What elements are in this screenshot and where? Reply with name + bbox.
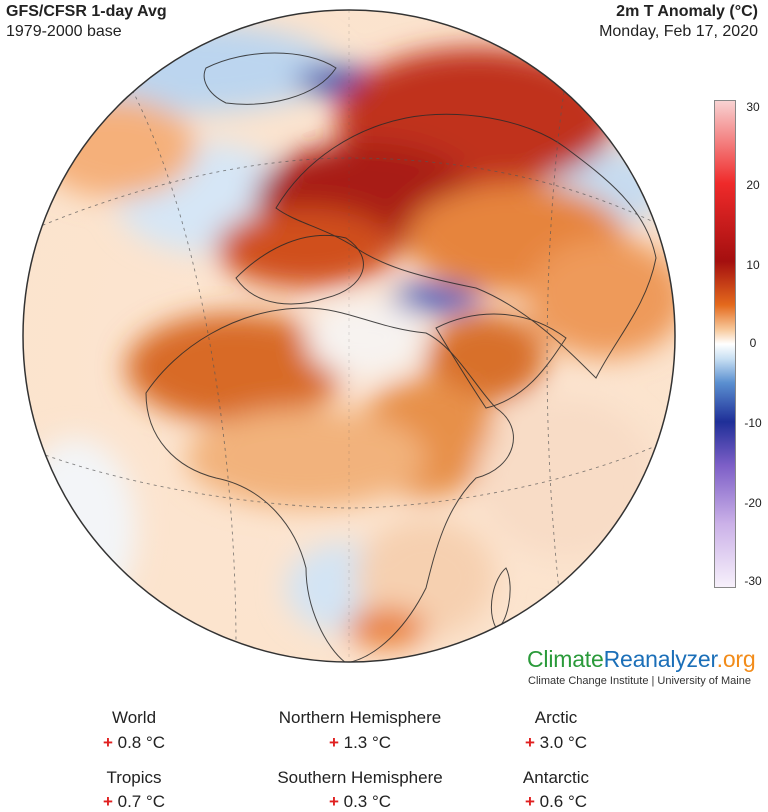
baseline-label: 1979-2000 base bbox=[6, 23, 122, 40]
stat-value-antarctic: + 0.6 °C bbox=[524, 792, 588, 811]
anomaly-globe bbox=[22, 9, 676, 663]
stat-value-tropics: + 0.7 °C bbox=[102, 792, 166, 811]
stat-value-sh: + 0.3 °C bbox=[328, 792, 392, 811]
logo-part: Climate bbox=[527, 646, 604, 672]
color-scale-bar bbox=[714, 100, 736, 588]
stat-name-world: World bbox=[111, 708, 157, 727]
logo-part: Reanalyzer bbox=[603, 646, 717, 672]
logo-part: .org bbox=[716, 646, 756, 672]
scale-tick: -30 bbox=[744, 574, 762, 588]
scale-tick: -10 bbox=[744, 416, 762, 430]
stat-value-arctic: + 3.0 °C bbox=[524, 733, 588, 752]
scale-tick: 0 bbox=[749, 336, 757, 350]
stat-value-nh: + 1.3 °C bbox=[328, 733, 392, 752]
stat-value-world: + 0.8 °C bbox=[102, 733, 166, 752]
stat-name-antarctic: Antarctic bbox=[522, 768, 590, 787]
stat-name-nh: Northern Hemisphere bbox=[278, 708, 442, 727]
stat-name-arctic: Arctic bbox=[534, 708, 578, 727]
scale-tick: 30 bbox=[746, 100, 760, 114]
scale-tick: 10 bbox=[746, 258, 760, 272]
date-label: Monday, Feb 17, 2020 bbox=[599, 23, 758, 40]
institution-label: Climate Change Institute | University of… bbox=[528, 675, 751, 687]
scale-tick: -20 bbox=[744, 496, 762, 510]
stat-name-sh: Southern Hemisphere bbox=[277, 768, 443, 787]
variable-title: 2m T Anomaly (°C) bbox=[616, 3, 758, 20]
scale-tick: 20 bbox=[746, 178, 760, 192]
climate-reanalyzer-logo[interactable]: ClimateReanalyzer.org bbox=[527, 646, 756, 673]
map-title: GFS/CFSR 1-day Avg bbox=[6, 3, 167, 20]
stat-name-tropics: Tropics bbox=[106, 768, 162, 787]
